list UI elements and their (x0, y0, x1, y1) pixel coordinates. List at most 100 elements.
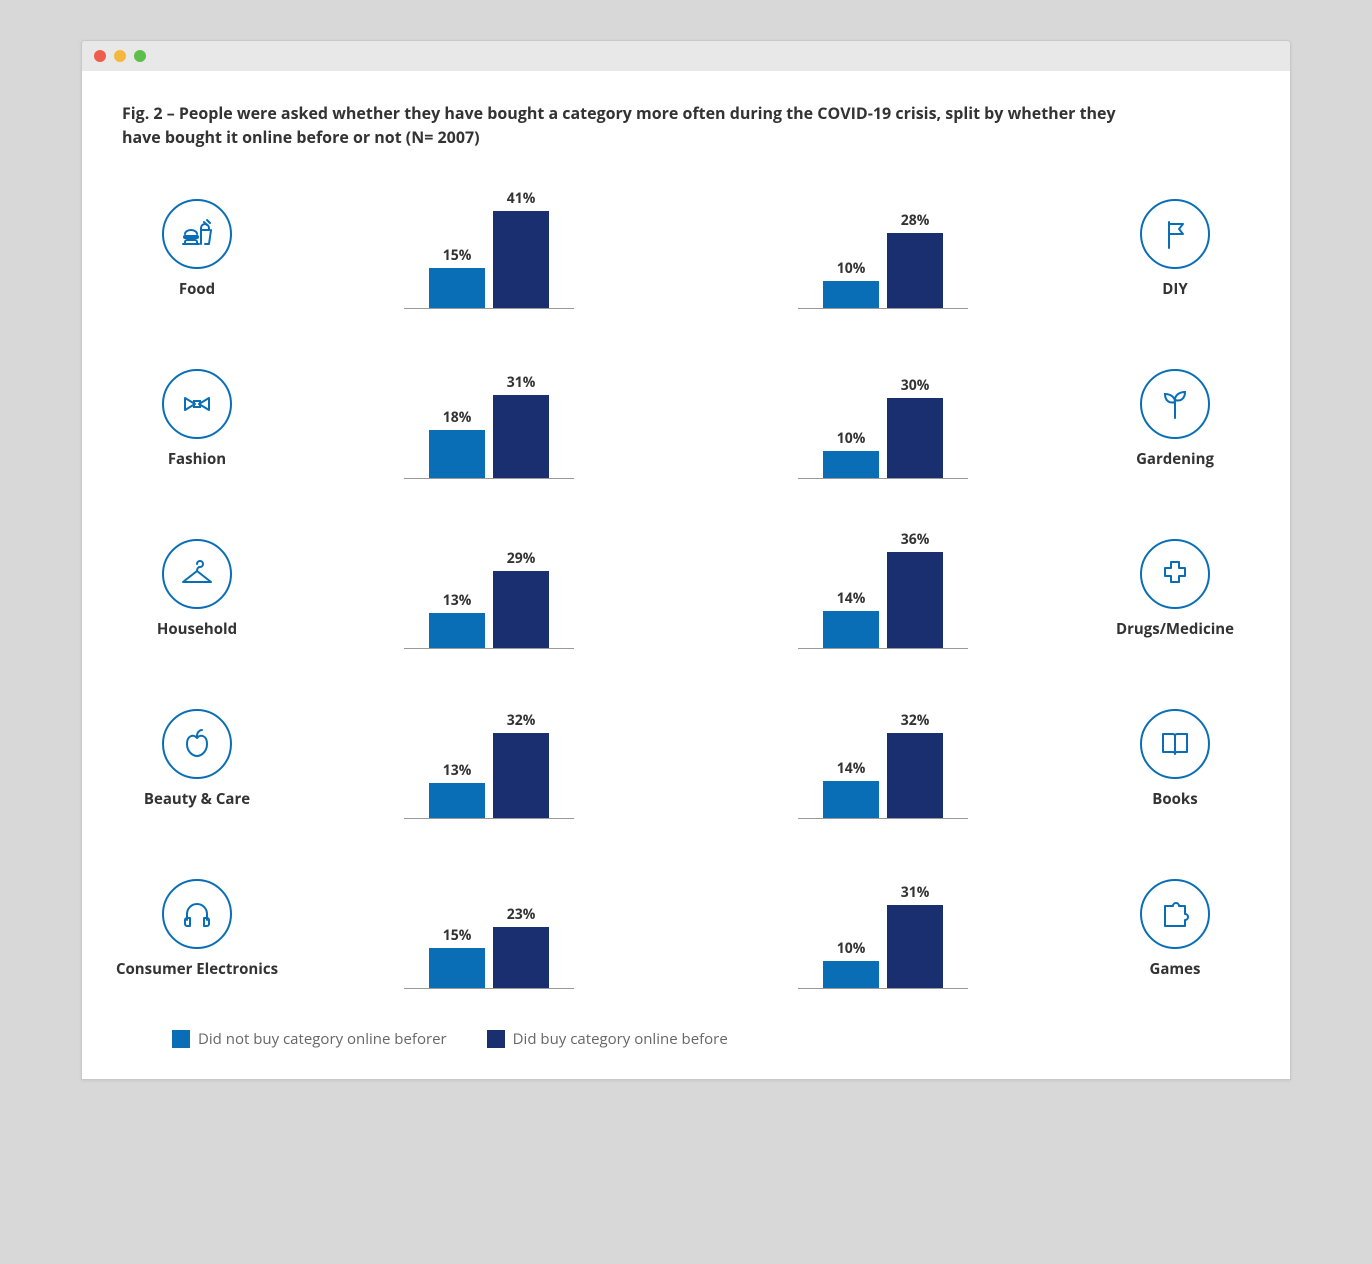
bars-area: 14% 32% (798, 699, 968, 819)
category-cell: DIY 10% 28% (686, 189, 1250, 309)
bar-value-label: 10% (837, 429, 866, 448)
mini-bar-chart: 10% 28% (706, 189, 1060, 309)
bar-value-label: 15% (443, 246, 472, 265)
bar-wrap: 28% (887, 189, 943, 308)
bar-value-label: 15% (443, 926, 472, 945)
bowtie-icon (162, 369, 232, 439)
bar-before (887, 552, 943, 648)
bar-not-before (429, 268, 485, 308)
bar-before (493, 211, 549, 308)
category-icon-block: Beauty & Care (122, 709, 272, 809)
bar-wrap: 41% (493, 189, 549, 308)
bar-value-label: 14% (837, 589, 866, 608)
bar-wrap: 32% (887, 699, 943, 818)
chart-grid: Food 15% 41% DIY 10% 28% Fashion 18% 31% Gardenin… (122, 189, 1250, 989)
mini-bar-chart: 15% 23% (312, 869, 666, 989)
mini-bar-chart: 10% 31% (706, 869, 1060, 989)
bar-before (887, 905, 943, 988)
medical-icon (1140, 539, 1210, 609)
bars-area: 15% 23% (404, 869, 574, 989)
bar-not-before (429, 430, 485, 478)
category-icon-block: DIY (1100, 199, 1250, 299)
bars-area: 13% 29% (404, 529, 574, 649)
figure-title: Fig. 2 – People were asked whether they … (122, 101, 1122, 149)
bar-wrap: 36% (887, 529, 943, 648)
bar-before (493, 733, 549, 818)
bar-value-label: 29% (507, 549, 536, 568)
bar-value-label: 36% (901, 530, 930, 549)
bars-area: 13% 32% (404, 699, 574, 819)
bar-value-label: 31% (901, 883, 930, 902)
bar-value-label: 10% (837, 939, 866, 958)
bar-before (887, 233, 943, 308)
bar-wrap: 32% (493, 699, 549, 818)
bars-area: 15% 41% (404, 189, 574, 309)
category-cell: Fashion 18% 31% (122, 359, 686, 479)
bar-value-label: 13% (443, 761, 472, 780)
bar-value-label: 10% (837, 259, 866, 278)
bar-not-before (429, 783, 485, 818)
mini-bar-chart: 14% 36% (706, 529, 1060, 649)
bars-area: 14% 36% (798, 529, 968, 649)
mini-bar-chart: 10% 30% (706, 359, 1060, 479)
headphones-icon (162, 879, 232, 949)
category-cell: Household 13% 29% (122, 529, 686, 649)
maximize-dot[interactable] (134, 50, 146, 62)
bar-wrap: 31% (493, 359, 549, 478)
category-label: Fashion (168, 449, 226, 469)
category-icon-block: Gardening (1100, 369, 1250, 469)
category-icon-block: Drugs/Medicine (1100, 539, 1250, 639)
food-icon (162, 199, 232, 269)
apple-icon (162, 709, 232, 779)
bar-wrap: 18% (429, 359, 485, 478)
bar-wrap: 14% (823, 529, 879, 648)
window-titlebar (82, 41, 1290, 71)
bar-not-before (823, 281, 879, 308)
category-cell: Drugs/Medicine 14% 36% (686, 529, 1250, 649)
category-cell: Gardening 10% 30% (686, 359, 1250, 479)
bar-wrap: 23% (493, 869, 549, 988)
category-label: Food (179, 279, 215, 299)
mini-bar-chart: 15% 41% (312, 189, 666, 309)
bar-value-label: 13% (443, 591, 472, 610)
minimize-dot[interactable] (114, 50, 126, 62)
bar-not-before (429, 948, 485, 988)
category-cell: Games 10% 31% (686, 869, 1250, 989)
legend: Did not buy category online beforerDid b… (122, 1029, 1250, 1049)
category-label: Games (1150, 959, 1201, 979)
legend-swatch (172, 1030, 190, 1048)
bar-wrap: 15% (429, 869, 485, 988)
category-cell: Beauty & Care 13% 32% (122, 699, 686, 819)
bar-value-label: 23% (507, 905, 536, 924)
bars-area: 10% 28% (798, 189, 968, 309)
category-icon-block: Consumer Electronics (122, 879, 272, 979)
browser-window: Fig. 2 – People were asked whether they … (81, 40, 1291, 1080)
mini-bar-chart: 13% 29% (312, 529, 666, 649)
bar-wrap: 30% (887, 359, 943, 478)
bar-wrap: 14% (823, 699, 879, 818)
bar-value-label: 41% (507, 189, 536, 208)
category-icon-block: Household (122, 539, 272, 639)
book-icon (1140, 709, 1210, 779)
category-icon-block: Books (1100, 709, 1250, 809)
bar-before (493, 927, 549, 988)
bar-wrap: 13% (429, 699, 485, 818)
category-cell: Books 14% 32% (686, 699, 1250, 819)
category-icon-block: Fashion (122, 369, 272, 469)
bar-wrap: 13% (429, 529, 485, 648)
bar-before (493, 571, 549, 648)
bar-value-label: 31% (507, 373, 536, 392)
bar-wrap: 10% (823, 189, 879, 308)
bars-area: 10% 30% (798, 359, 968, 479)
bar-wrap: 10% (823, 869, 879, 988)
bar-not-before (823, 611, 879, 648)
puzzle-icon (1140, 879, 1210, 949)
legend-item: Did not buy category online beforer (172, 1029, 447, 1049)
hanger-icon (162, 539, 232, 609)
category-label: Gardening (1136, 449, 1214, 469)
close-dot[interactable] (94, 50, 106, 62)
bar-value-label: 14% (837, 759, 866, 778)
category-cell: Consumer Electronics 15% 23% (122, 869, 686, 989)
bar-value-label: 32% (507, 711, 536, 730)
sprout-icon (1140, 369, 1210, 439)
